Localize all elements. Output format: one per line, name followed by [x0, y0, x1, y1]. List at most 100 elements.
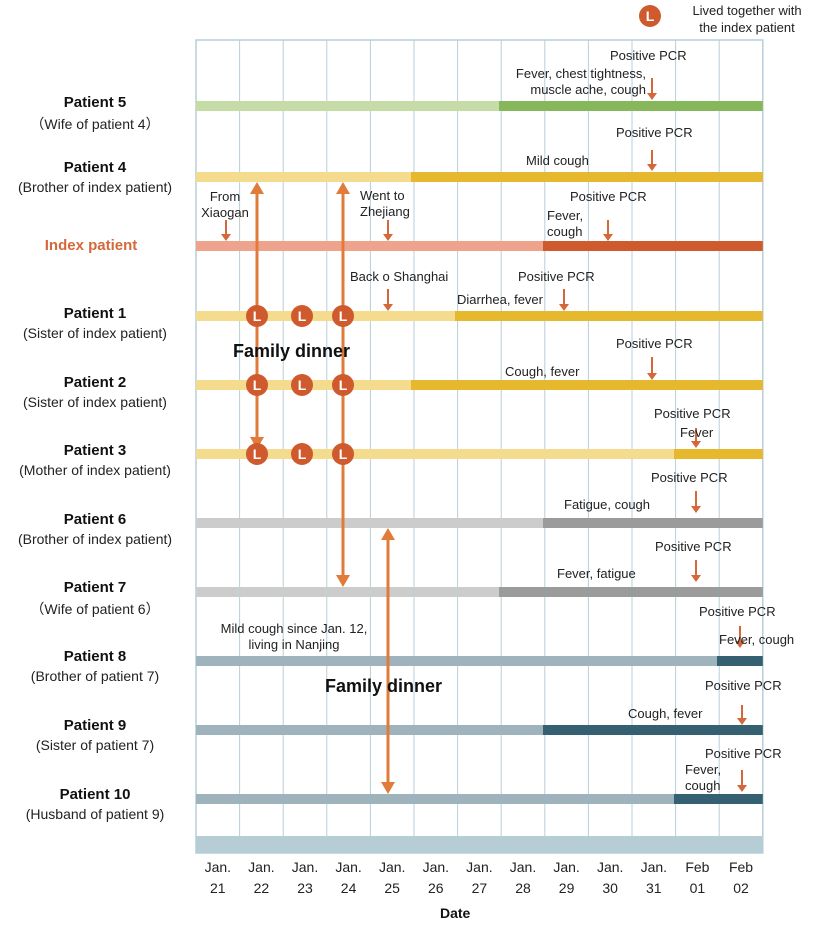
idx-from-arrow-head	[221, 234, 231, 241]
lived-together-badge	[291, 443, 313, 465]
patient-relation-7: （Wife of patient 6）	[30, 601, 160, 617]
lived-together-badge-letter: L	[253, 308, 262, 324]
patient-name-10: Patient 10	[59, 786, 131, 803]
p10-symptom-label: Fever, cough	[685, 762, 721, 794]
patient-10-bar-pre-symptom	[196, 794, 674, 804]
p9-pcr-arrow-head	[737, 718, 747, 725]
patient-4-bar-pre-symptom	[196, 172, 411, 182]
x-tick-label: Feb 01	[675, 857, 719, 899]
p4-symptom-label: Mild cough	[526, 153, 589, 168]
patient-5-bar-symptomatic	[499, 101, 763, 111]
legend-label-line2: the index patient	[699, 20, 795, 35]
p7-pcr-arrow-head	[691, 575, 701, 582]
idx-pcr-label: Positive PCR	[570, 189, 647, 204]
lived-together-badge-letter: L	[339, 446, 348, 462]
lived-together-badge-letter: L	[339, 308, 348, 324]
x-tick-label: Jan. 29	[545, 857, 589, 899]
patient-name-8: Patient 8	[63, 648, 127, 665]
family-dinner-arrow-jan23-head-top	[336, 182, 350, 194]
lived-together-badge	[291, 305, 313, 327]
x-tick-month: Jan.	[509, 859, 537, 875]
lived-together-badge-letter: L	[298, 308, 307, 324]
idx-pcr-arrow-head	[603, 234, 613, 241]
index-patient-bar-symptomatic	[543, 241, 763, 251]
x-tick-day: 30	[602, 880, 618, 896]
x-tick-label: Jan. 21	[196, 857, 240, 899]
idx-symptom-line2: cough	[547, 224, 583, 239]
p4-pcr-arrow-head	[647, 164, 657, 171]
x-tick-day: 24	[340, 880, 357, 896]
patient-relation-8: (Brother of patient 7)	[30, 668, 160, 684]
x-tick-day: 31	[646, 880, 662, 896]
x-axis-title: Date	[440, 905, 471, 921]
legend-label-line1: Lived together with	[692, 3, 802, 18]
p8-note-label: Mild cough since Jan. 12, living in Nanj…	[206, 621, 382, 653]
x-tick-day: 22	[253, 880, 270, 896]
x-tick-day: 27	[471, 880, 488, 896]
patient-name-4: Patient 4	[63, 159, 127, 176]
patient-name-3: Patient 3	[63, 442, 127, 459]
idx-went-arrow-head	[383, 234, 393, 241]
p1-back-label: Back o Shanghai	[350, 269, 449, 284]
family-dinner-arrow-jan24-head-top	[381, 528, 395, 540]
p4-pcr-label: Positive PCR	[616, 125, 693, 140]
patient-1-bar-pre-symptom	[196, 311, 455, 321]
patient-5-bar-pre-symptom	[196, 101, 499, 111]
lived-together-badge	[291, 374, 313, 396]
x-tick-label: Feb 02	[719, 857, 763, 899]
p8-pcr-label: Positive PCR	[699, 604, 776, 619]
x-tick-label: Jan. 30	[588, 857, 632, 899]
p1-pcr-arrow-head	[559, 304, 569, 311]
legend-badge-letter: L	[646, 8, 655, 24]
x-tick-month: Jan.	[248, 859, 275, 875]
patient-8-bar-symptomatic	[717, 656, 763, 666]
x-tick-label: Jan. 24	[327, 857, 371, 899]
patient-6-bar-pre-symptom	[196, 518, 543, 528]
timeline-footer-band	[196, 836, 763, 853]
p7-pcr-label: Positive PCR	[655, 539, 732, 554]
x-tick-label: Jan. 26	[414, 857, 458, 899]
index-patient-bar-pre-symptom	[196, 241, 543, 251]
lived-together-badge	[332, 374, 354, 396]
patient-9-bar-pre-symptom	[196, 725, 543, 735]
patient-6-bar-symptomatic	[543, 518, 763, 528]
idx-symptom-line1: Fever,	[547, 208, 584, 223]
x-tick-label: Jan. 27	[457, 857, 501, 899]
x-tick-month: Jan.	[596, 859, 624, 875]
x-tick-month: Feb	[728, 859, 754, 875]
x-tick-day: 21	[210, 880, 226, 896]
family-dinner-arrow-jan24-head-bottom	[381, 782, 395, 794]
lived-together-badge-letter: L	[253, 446, 262, 462]
p6-pcr-label: Positive PCR	[651, 470, 728, 485]
patient-relation-5: （Wife of patient 4）	[30, 116, 160, 132]
patient-name-2: Patient 2	[63, 374, 127, 391]
p8-pcr-arrow-head	[735, 641, 745, 648]
patient-relation-9: (Sister of patient 7)	[35, 737, 155, 753]
p10-symptom-line2: cough	[685, 778, 721, 793]
p10-pcr-label: Positive PCR	[705, 746, 782, 761]
p3-pcr-label: Positive PCR	[654, 406, 731, 421]
patient-relation-4: (Brother of index patient)	[17, 179, 173, 195]
lived-together-badge-letter: L	[298, 446, 307, 462]
lived-together-badge	[332, 305, 354, 327]
p1-back-arrow-head	[383, 304, 393, 311]
idx-went-line2: Zhejiang	[360, 204, 410, 219]
p2-symptom-label: Cough, fever	[505, 364, 580, 379]
p8-note-line1: Mild cough since Jan. 12,	[220, 621, 368, 636]
lived-together-badge	[246, 305, 268, 327]
family-dinner-label-1: Family dinner	[233, 341, 351, 361]
patient-7-bar-pre-symptom	[196, 587, 499, 597]
patient-name-1: Patient 1	[63, 305, 127, 322]
patient-9-bar-symptomatic	[543, 725, 763, 735]
lived-together-badge-letter: L	[253, 377, 262, 393]
idx-from-line2: Xiaogan	[201, 205, 249, 220]
patient-4-bar-symptomatic	[411, 172, 763, 182]
patient-relation-1: (Sister of index patient)	[23, 325, 167, 341]
x-tick-month: Feb	[685, 859, 710, 875]
legend-badge	[639, 5, 661, 27]
patient-relation-2: (Sister of index patient)	[23, 394, 167, 410]
patient-name-6: Patient 6	[63, 511, 127, 528]
x-tick-day: 29	[558, 880, 575, 896]
patient-10-bar-symptomatic	[674, 794, 763, 804]
